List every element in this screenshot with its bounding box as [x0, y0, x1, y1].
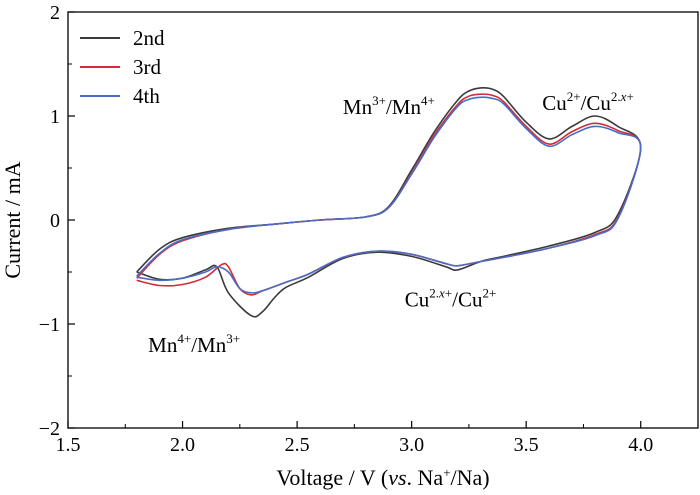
y-tick-label: 0: [50, 210, 60, 232]
series-line-4th: [136, 96, 642, 294]
x-tick-label: 2.0: [170, 434, 195, 456]
annotation-cu-oxidation: Cu2+/Cu2.x+: [542, 89, 634, 115]
x-tick-label: 2.5: [285, 434, 310, 456]
y-tick-label: 1: [50, 106, 60, 128]
legend-label-2nd: 2nd: [133, 26, 165, 50]
y-axis-title: Current / mA: [0, 161, 25, 278]
series-lines: [136, 86, 642, 318]
annotations: Mn3+/Mn4+ Cu2+/Cu2.x+ Cu2.x+/Cu2+ Mn4+/Mn3+: [148, 89, 634, 357]
annotation-mn-reduction: Mn4+/Mn3+: [148, 331, 240, 357]
series-line-2nd: [136, 86, 642, 318]
annotation-cu-reduction: Cu2.x+/Cu2+: [405, 285, 497, 311]
x-tick-label: 1.5: [56, 434, 81, 456]
x-tick-label: 3.5: [514, 434, 539, 456]
y-tick-label: −2: [39, 418, 60, 440]
plot-frame: [67, 11, 699, 429]
tick-labels: 1.5 2.0 2.5 3.0 3.5 4.0 −2 −1 0 1 2: [39, 2, 654, 456]
y-tick-label: −1: [39, 314, 60, 336]
axis-ticks: [67, 11, 642, 429]
annotation-mn-oxidation: Mn3+/Mn4+: [343, 93, 435, 119]
legend: 2nd 3rd 4th: [80, 26, 165, 108]
series-line-3rd: [136, 93, 642, 296]
y-tick-label: 2: [50, 2, 60, 24]
legend-label-3rd: 3rd: [133, 55, 161, 79]
x-axis-title: Voltage / V (vs. Na+/Na): [276, 465, 489, 490]
x-tick-label: 4.0: [628, 434, 653, 456]
x-tick-label: 3.0: [399, 434, 424, 456]
legend-label-4th: 4th: [133, 84, 160, 108]
